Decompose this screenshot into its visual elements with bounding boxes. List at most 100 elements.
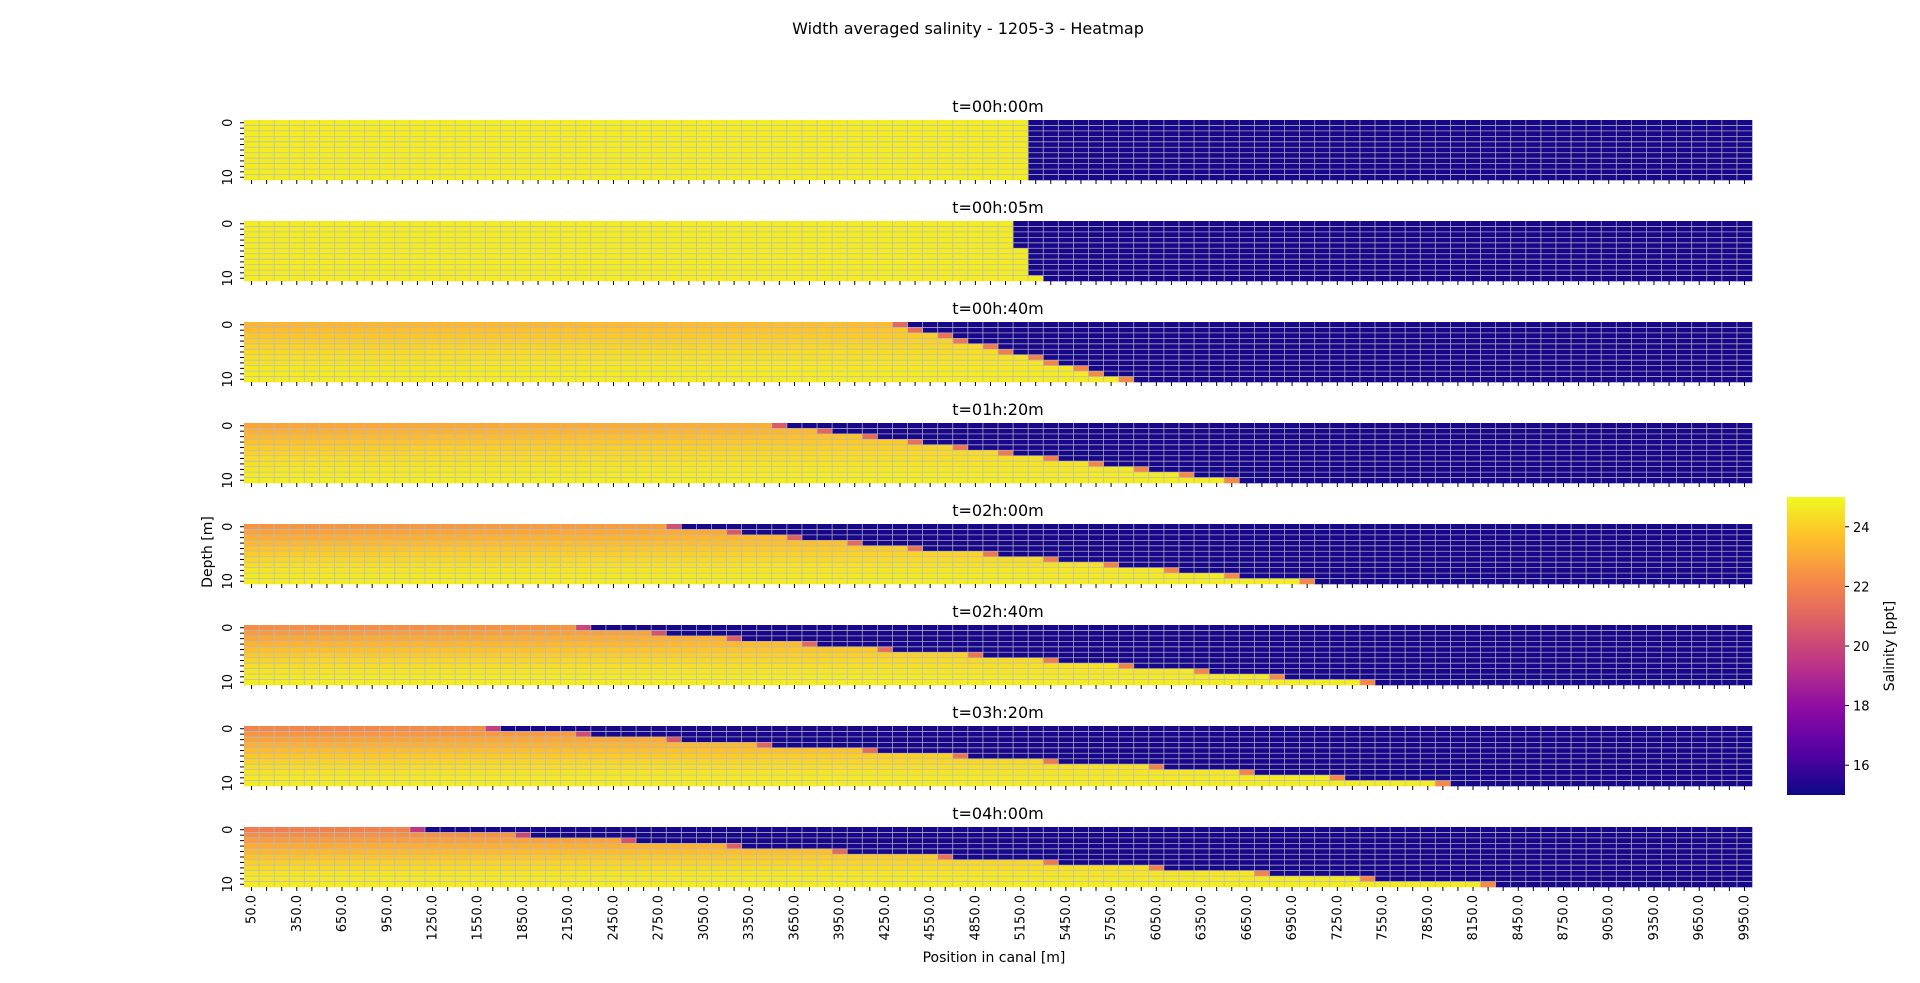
heatmap-cell <box>575 343 592 350</box>
heatmap-cell <box>1510 221 1527 227</box>
heatmap-cell <box>304 158 320 164</box>
heatmap-cell <box>485 371 501 377</box>
heatmap-cell <box>1028 264 1044 271</box>
heatmap-cell <box>1194 158 1210 164</box>
heatmap-cell <box>1540 174 1557 181</box>
heatmap-cell <box>1646 152 1662 159</box>
heatmap-cell <box>1480 275 1496 282</box>
heatmap-cell <box>1480 466 1496 473</box>
heatmap-cell <box>892 163 908 170</box>
heatmap-cell <box>470 163 486 170</box>
heatmap-cell <box>1284 174 1300 181</box>
heatmap-cell <box>1495 450 1512 457</box>
heatmap-cell <box>1148 248 1165 255</box>
heatmap-cell <box>998 147 1014 154</box>
heatmap-cell <box>379 376 396 383</box>
heatmap-cell <box>1646 270 1662 276</box>
heatmap-cell <box>1586 327 1602 334</box>
heatmap-cell <box>1390 125 1406 132</box>
heatmap-cell <box>590 423 607 429</box>
heatmap-cell <box>424 455 441 462</box>
heatmap-cell <box>1299 120 1315 126</box>
heatmap-cell <box>1209 423 1225 429</box>
heatmap-cell <box>892 169 908 175</box>
heatmap-cell <box>1616 248 1632 255</box>
heatmap-cell <box>1284 455 1300 462</box>
heatmap-cell <box>1148 433 1165 440</box>
heatmap-cell <box>515 343 531 350</box>
heatmap-cell <box>289 253 305 260</box>
heatmap-cell <box>1299 169 1315 175</box>
heatmap-cell <box>1571 174 1587 181</box>
heatmap-cell <box>1631 248 1647 255</box>
heatmap-cell <box>636 466 652 473</box>
heatmap-cell <box>1178 163 1195 170</box>
heatmap-cell <box>259 237 275 244</box>
heatmap-cell <box>1586 322 1602 328</box>
heatmap-cell <box>1631 169 1647 175</box>
heatmap-cell <box>1073 444 1089 451</box>
heatmap-cell <box>259 253 275 260</box>
heatmap-cell <box>756 253 773 260</box>
heatmap-cell <box>1194 332 1210 339</box>
heatmap-cell <box>892 371 908 377</box>
heatmap-cell <box>1178 221 1195 227</box>
heatmap-cell <box>1028 338 1044 345</box>
heatmap-cell <box>1344 428 1361 435</box>
heatmap-cell <box>726 270 742 276</box>
heatmap-cell <box>1540 141 1557 148</box>
heatmap-cell <box>1073 226 1089 233</box>
heatmap-cell <box>666 365 682 372</box>
heatmap-cell <box>1133 125 1150 132</box>
heatmap-cell <box>771 264 788 271</box>
heatmap-cell <box>741 461 758 467</box>
heatmap-cell <box>1706 231 1723 238</box>
heatmap-cell <box>1721 365 1738 372</box>
heatmap-cell <box>771 163 788 170</box>
heatmap-cell <box>696 472 712 478</box>
heatmap-cell <box>379 248 396 255</box>
heatmap-cell <box>1028 270 1044 276</box>
heatmap-cell <box>319 169 335 175</box>
heatmap-cell <box>1254 125 1270 132</box>
heatmap-cell <box>1616 428 1632 435</box>
heatmap-cell <box>379 461 396 467</box>
heatmap-cell <box>1420 141 1436 148</box>
heatmap-cell <box>530 264 546 271</box>
heatmap-cell <box>1555 450 1572 457</box>
heatmap-cell <box>1586 242 1602 249</box>
heatmap-cell <box>1058 231 1074 238</box>
heatmap-cell <box>1103 343 1119 350</box>
heatmap-cell <box>937 371 954 377</box>
heatmap-cell <box>1571 466 1587 473</box>
heatmap-cell <box>1646 472 1662 478</box>
heatmap-cell <box>1495 423 1512 429</box>
heatmap-cell <box>1721 275 1738 282</box>
heatmap-cell <box>1148 174 1165 181</box>
heatmap-cell <box>1299 338 1315 345</box>
heatmap-cell <box>1586 221 1602 227</box>
heatmap-cell <box>696 343 712 350</box>
heatmap-cell <box>696 163 712 170</box>
heatmap-cell <box>786 354 803 361</box>
heatmap-cell <box>1540 444 1557 451</box>
heatmap-cell <box>560 226 577 233</box>
heatmap-cell <box>409 461 426 467</box>
heatmap-cell <box>1209 450 1225 457</box>
heatmap-cell <box>1736 439 1753 446</box>
heatmap-cell <box>1314 120 1331 126</box>
heatmap-cell <box>1601 120 1617 126</box>
heatmap-cell <box>409 120 426 126</box>
heatmap-cell <box>801 455 818 462</box>
heatmap-cell <box>1269 158 1285 164</box>
heatmap-cell <box>1540 472 1557 478</box>
heatmap-cell <box>907 275 923 282</box>
heatmap-cell <box>455 253 471 260</box>
heatmap-cell <box>379 242 396 249</box>
heatmap-cell <box>892 455 908 462</box>
heatmap-cell <box>636 349 652 356</box>
heatmap-cell <box>771 275 788 282</box>
heatmap-cell <box>545 136 561 143</box>
heatmap-cell <box>862 332 878 339</box>
heatmap-cell <box>1450 120 1466 126</box>
